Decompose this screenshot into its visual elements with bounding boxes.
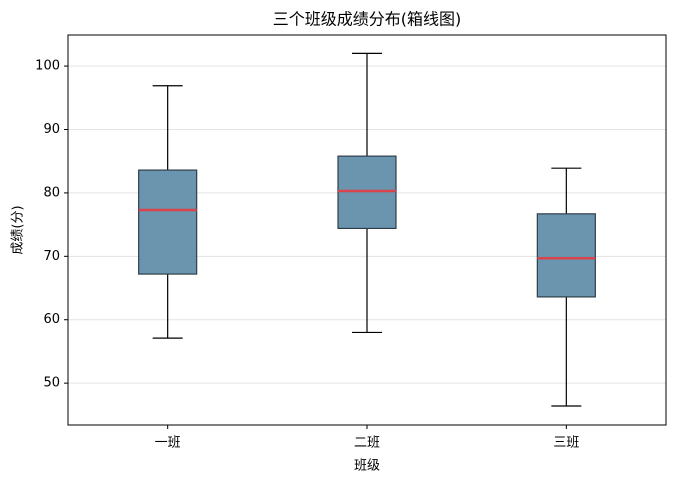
y-tick-label: 100 [35, 59, 60, 74]
box [536, 213, 596, 298]
x-tick-label: 一班 [155, 436, 181, 451]
y-axis-label: 成绩(分) [11, 205, 26, 254]
y-tick-label: 90 [43, 122, 60, 137]
x-tick-label: 三班 [553, 436, 579, 451]
x-tick-label: 二班 [354, 436, 380, 451]
plot-frame [67, 34, 667, 426]
y-tick-label: 50 [43, 376, 60, 391]
x-axis-label: 班级 [354, 459, 380, 474]
y-tick-label: 80 [43, 185, 60, 200]
y-tick-label: 60 [43, 312, 60, 327]
y-tick-label: 70 [43, 249, 60, 264]
chart-title: 三个班级成绩分布(箱线图) [273, 10, 462, 29]
box [337, 155, 397, 230]
box [138, 169, 198, 275]
